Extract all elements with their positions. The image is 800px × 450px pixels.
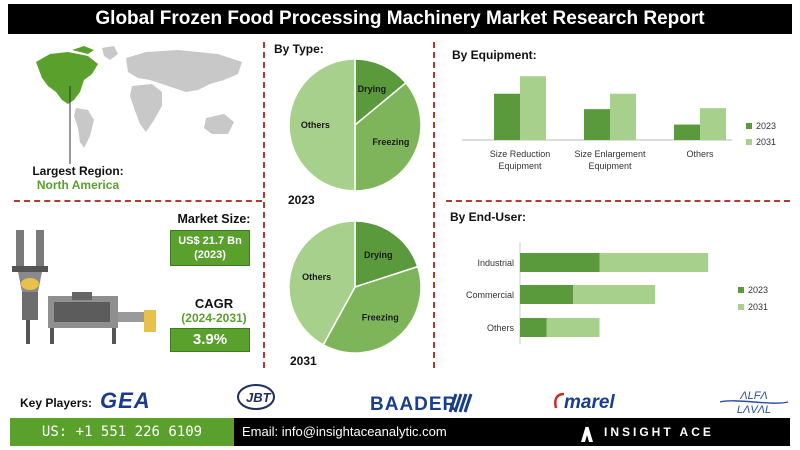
pie-label-freezing: Freezing: [362, 313, 399, 323]
category-label-commercial: Commercial: [466, 290, 514, 300]
legend-label-2023: 2023: [756, 121, 776, 131]
pie-year-2023: 2023: [288, 193, 315, 207]
gea-logo: GEA: [100, 388, 151, 413]
baader-stripes-icon: [448, 393, 473, 413]
bar-industrial-2023: [520, 253, 600, 272]
cagr-label: CAGR: [194, 296, 234, 311]
bar-others-2023: [520, 318, 547, 337]
machinery-illustration-icon: [12, 230, 156, 344]
category-label-others-0: Others: [686, 149, 714, 159]
svg-text:ΛLFΛ: ΛLFΛ: [739, 390, 768, 402]
bar-size-enlargement-equipment-2031: [610, 93, 636, 140]
legend-swatch-2031: [738, 304, 744, 310]
footer-phone: US: +1 551 226 6109: [10, 418, 234, 446]
bar-size-reduction-equipment-2023: [494, 93, 520, 140]
divider-vertical-right: [433, 42, 435, 368]
category-label-others: Others: [487, 323, 515, 333]
pie-slice-freezing: [322, 265, 422, 354]
svg-text:LΛVΛL: LΛVΛL: [737, 404, 771, 416]
footer-brand: INSIGHT ACE ANALYTIC: [604, 425, 714, 439]
category-label-size-reduction-equipment-0: Size Reduction: [490, 149, 551, 159]
bar-others-2031: [700, 108, 726, 140]
bar-size-reduction-equipment-2031: [520, 76, 546, 140]
pie-label-others: Others: [302, 272, 331, 282]
report-title: Global Frozen Food Processing Machinery …: [8, 4, 792, 34]
pie-slice-others: [288, 220, 356, 346]
world-map-icon: [36, 46, 242, 164]
legend-swatch-2023: [746, 123, 752, 129]
category-label-size-reduction-equipment-1: Equipment: [498, 161, 542, 171]
marel-logo: marel: [564, 392, 615, 413]
legend-label-2031: 2031: [748, 302, 768, 312]
largest-region-value: North America: [36, 178, 120, 192]
bar-others-2023: [674, 124, 700, 140]
legend-label-2023: 2023: [748, 285, 768, 295]
bar-industrial-2031: [599, 253, 709, 272]
pie-label-drying: Drying: [358, 84, 387, 94]
legend-swatch-2023: [738, 287, 744, 293]
end-user-bar-chart: Industrial Commercial Others 2023 2031: [466, 242, 768, 344]
pie-slice-others: [288, 58, 356, 192]
bar-commercial-2031: [573, 285, 656, 304]
pie-label-freezing: Freezing: [372, 137, 409, 147]
baader-logo: BAADER: [370, 394, 458, 415]
footer-email: Email: info@insightaceanalytic.com: [242, 424, 447, 439]
pie-year-2031: 2031: [290, 354, 317, 368]
jbt-logo: JBT: [236, 382, 282, 412]
legend-label-2031: 2031: [756, 137, 776, 147]
pie-chart-2031: Drying Freezing Others: [288, 220, 422, 354]
insight-ace-logo-icon: [581, 422, 593, 442]
pie-slice-drying: [354, 220, 419, 289]
bar-size-enlargement-equipment-2023: [584, 109, 610, 140]
alfa-laval-logo-icon: ΛLFΛ LΛVΛL: [719, 390, 789, 416]
market-size-label: Market Size:: [177, 212, 251, 226]
category-label-size-enlargement-equipment-1: Equipment: [588, 161, 632, 171]
equipment-bar-chart: Size Reduction Equipment Size Enlargement E…: [462, 76, 776, 171]
pie-label-others: Others: [301, 120, 330, 130]
bar-others-2031: [546, 318, 600, 337]
footer-bar: [234, 418, 790, 446]
pie-chart-2023: Drying Freezing Others: [288, 58, 422, 192]
category-label-size-enlargement-equipment-0: Size Enlargement: [574, 149, 646, 159]
pie-slice-drying: [354, 58, 407, 127]
market-size-year: (2023): [194, 249, 226, 261]
market-size-value: US$ 21.7 Bn: [178, 235, 242, 247]
marel-swoosh-icon: [554, 392, 565, 409]
by-equipment-title: By Equipment:: [452, 48, 537, 62]
divider-vertical-left: [263, 42, 265, 368]
market-size-box: US$ 21.7 Bn (2023): [170, 230, 250, 266]
cagr-years: (2024-2031): [181, 311, 247, 325]
key-players-label: Key Players:: [20, 396, 93, 410]
pie-slice-freezing: [354, 81, 422, 192]
divider-horizontal-right: [446, 200, 790, 202]
legend-swatch-2031: [746, 139, 752, 145]
category-label-industrial: Industrial: [477, 258, 514, 268]
by-end-user-title: By End-User:: [450, 210, 527, 224]
largest-region-label: Largest Region:: [32, 164, 124, 178]
by-type-title: By Type:: [274, 42, 324, 56]
bar-commercial-2023: [520, 285, 573, 304]
divider-horizontal-left: [14, 200, 262, 202]
pie-label-drying: Drying: [364, 250, 393, 260]
cagr-value: 3.9%: [170, 328, 250, 352]
jbt-logo-text: JBT: [246, 390, 271, 405]
